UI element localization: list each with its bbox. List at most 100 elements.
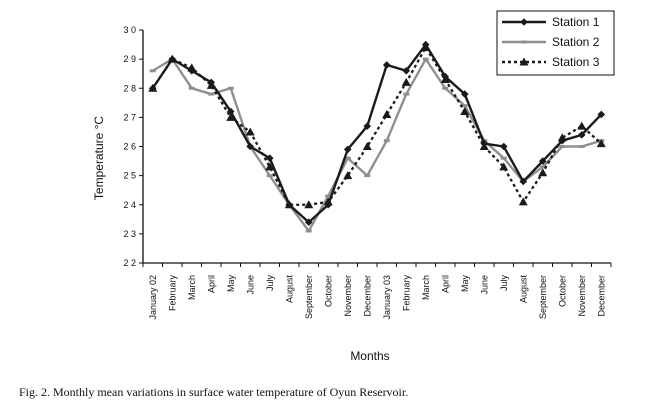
data-point — [168, 55, 177, 63]
x-tick-label: October — [557, 275, 567, 307]
data-point — [480, 139, 489, 148]
data-point — [383, 139, 390, 143]
data-point — [226, 107, 235, 116]
temperature-line-chart: 2 2 2 3 2 4 2 5 2 6 2 7 2 8 2 9 3 0 January 02 Fe… — [92, 10, 615, 363]
legend: Station 1 Station 2 Station 3 — [496, 10, 615, 76]
data-point — [148, 84, 157, 93]
x-tick-label: October — [323, 275, 333, 307]
data-point — [285, 200, 294, 209]
x-axis-ticks: January 02 February March April May June July A… — [142, 263, 612, 320]
data-point — [558, 136, 567, 145]
figure-caption: Fig. 2. Monthly mean variations in surfa… — [19, 385, 409, 399]
x-tick-label: December — [362, 275, 372, 317]
data-point — [227, 86, 234, 90]
data-point — [577, 121, 587, 130]
data-point — [265, 154, 274, 162]
series-line — [151, 43, 603, 224]
data-point — [382, 109, 392, 118]
y-tick-label: 2 3 — [123, 229, 136, 239]
y-tick-label: 2 5 — [123, 171, 136, 181]
y-tick-label: 2 2 — [123, 258, 136, 268]
data-point — [403, 92, 410, 96]
y-axis-title: Temperature °C — [92, 116, 106, 200]
x-tick-label: May — [226, 275, 236, 293]
data-point — [401, 77, 411, 86]
data-point — [266, 174, 273, 178]
legend-marker — [519, 57, 529, 66]
data-point — [363, 122, 372, 130]
data-point — [246, 142, 255, 151]
legend-label: Station 2 — [552, 35, 600, 49]
data-point — [460, 90, 469, 98]
data-series — [148, 40, 606, 233]
data-point — [208, 92, 215, 96]
x-tick-label: March — [187, 275, 197, 300]
y-tick-label: 2 6 — [123, 142, 136, 152]
data-point — [559, 145, 566, 148]
x-tick-label: May — [460, 275, 470, 293]
data-point — [305, 229, 312, 233]
data-point — [518, 197, 528, 206]
x-tick-label: June — [245, 275, 255, 295]
data-point — [344, 156, 351, 160]
data-point — [577, 131, 586, 139]
data-point — [499, 162, 509, 171]
y-tick-label: 3 0 — [123, 25, 136, 35]
data-point — [402, 66, 411, 75]
data-point — [441, 72, 450, 81]
data-point — [343, 145, 352, 154]
data-point — [460, 107, 470, 116]
data-point — [382, 61, 391, 69]
y-tick-label: 2 4 — [123, 200, 136, 210]
data-point — [442, 86, 449, 90]
data-point — [538, 168, 548, 177]
legend-marker — [520, 18, 528, 26]
x-tick-label: November — [577, 275, 587, 317]
x-tick-label: September — [538, 275, 548, 319]
data-point — [226, 112, 236, 121]
data-point — [304, 200, 314, 209]
x-tick-label: December — [596, 275, 606, 317]
data-point — [461, 104, 468, 108]
x-tick-label: April — [440, 275, 450, 293]
data-point — [343, 171, 353, 180]
series-1 — [149, 57, 605, 233]
data-point — [304, 218, 313, 227]
data-point — [245, 127, 255, 136]
y-tick-label: 2 7 — [123, 112, 136, 122]
data-point — [519, 177, 528, 186]
series-0 — [148, 40, 606, 227]
legend-marker — [521, 40, 527, 44]
legend-label: Station 3 — [552, 55, 600, 69]
x-tick-label: August — [284, 275, 294, 304]
data-point — [362, 142, 372, 150]
x-tick-label: January 02 — [148, 275, 158, 320]
x-tick-label: June — [479, 275, 489, 295]
y-axis-ticks: 2 2 2 3 2 4 2 5 2 6 2 7 2 8 2 9 3 0 — [123, 25, 143, 268]
y-tick-label: 2 9 — [123, 54, 136, 64]
data-point — [325, 194, 332, 198]
data-point — [188, 86, 195, 90]
data-point — [539, 165, 546, 169]
x-tick-label: November — [343, 275, 353, 317]
x-tick-label: July — [499, 275, 509, 292]
data-point — [364, 174, 371, 178]
x-tick-label: July — [265, 275, 275, 292]
x-tick-label: April — [206, 275, 216, 293]
x-axis-title: Months — [350, 349, 389, 363]
legend-label: Station 1 — [552, 15, 600, 29]
data-point — [187, 66, 196, 75]
data-point — [538, 157, 547, 165]
data-point — [149, 69, 156, 73]
data-point — [324, 200, 333, 209]
x-tick-label: September — [304, 275, 314, 319]
data-point — [597, 110, 606, 119]
series-line — [152, 57, 602, 233]
x-tick-label: January 03 — [382, 275, 392, 320]
data-point — [578, 145, 585, 148]
data-point — [596, 139, 606, 148]
data-point — [500, 156, 507, 160]
x-tick-label: March — [421, 275, 431, 300]
x-tick-label: February — [401, 275, 411, 312]
x-tick-label: February — [167, 275, 177, 312]
